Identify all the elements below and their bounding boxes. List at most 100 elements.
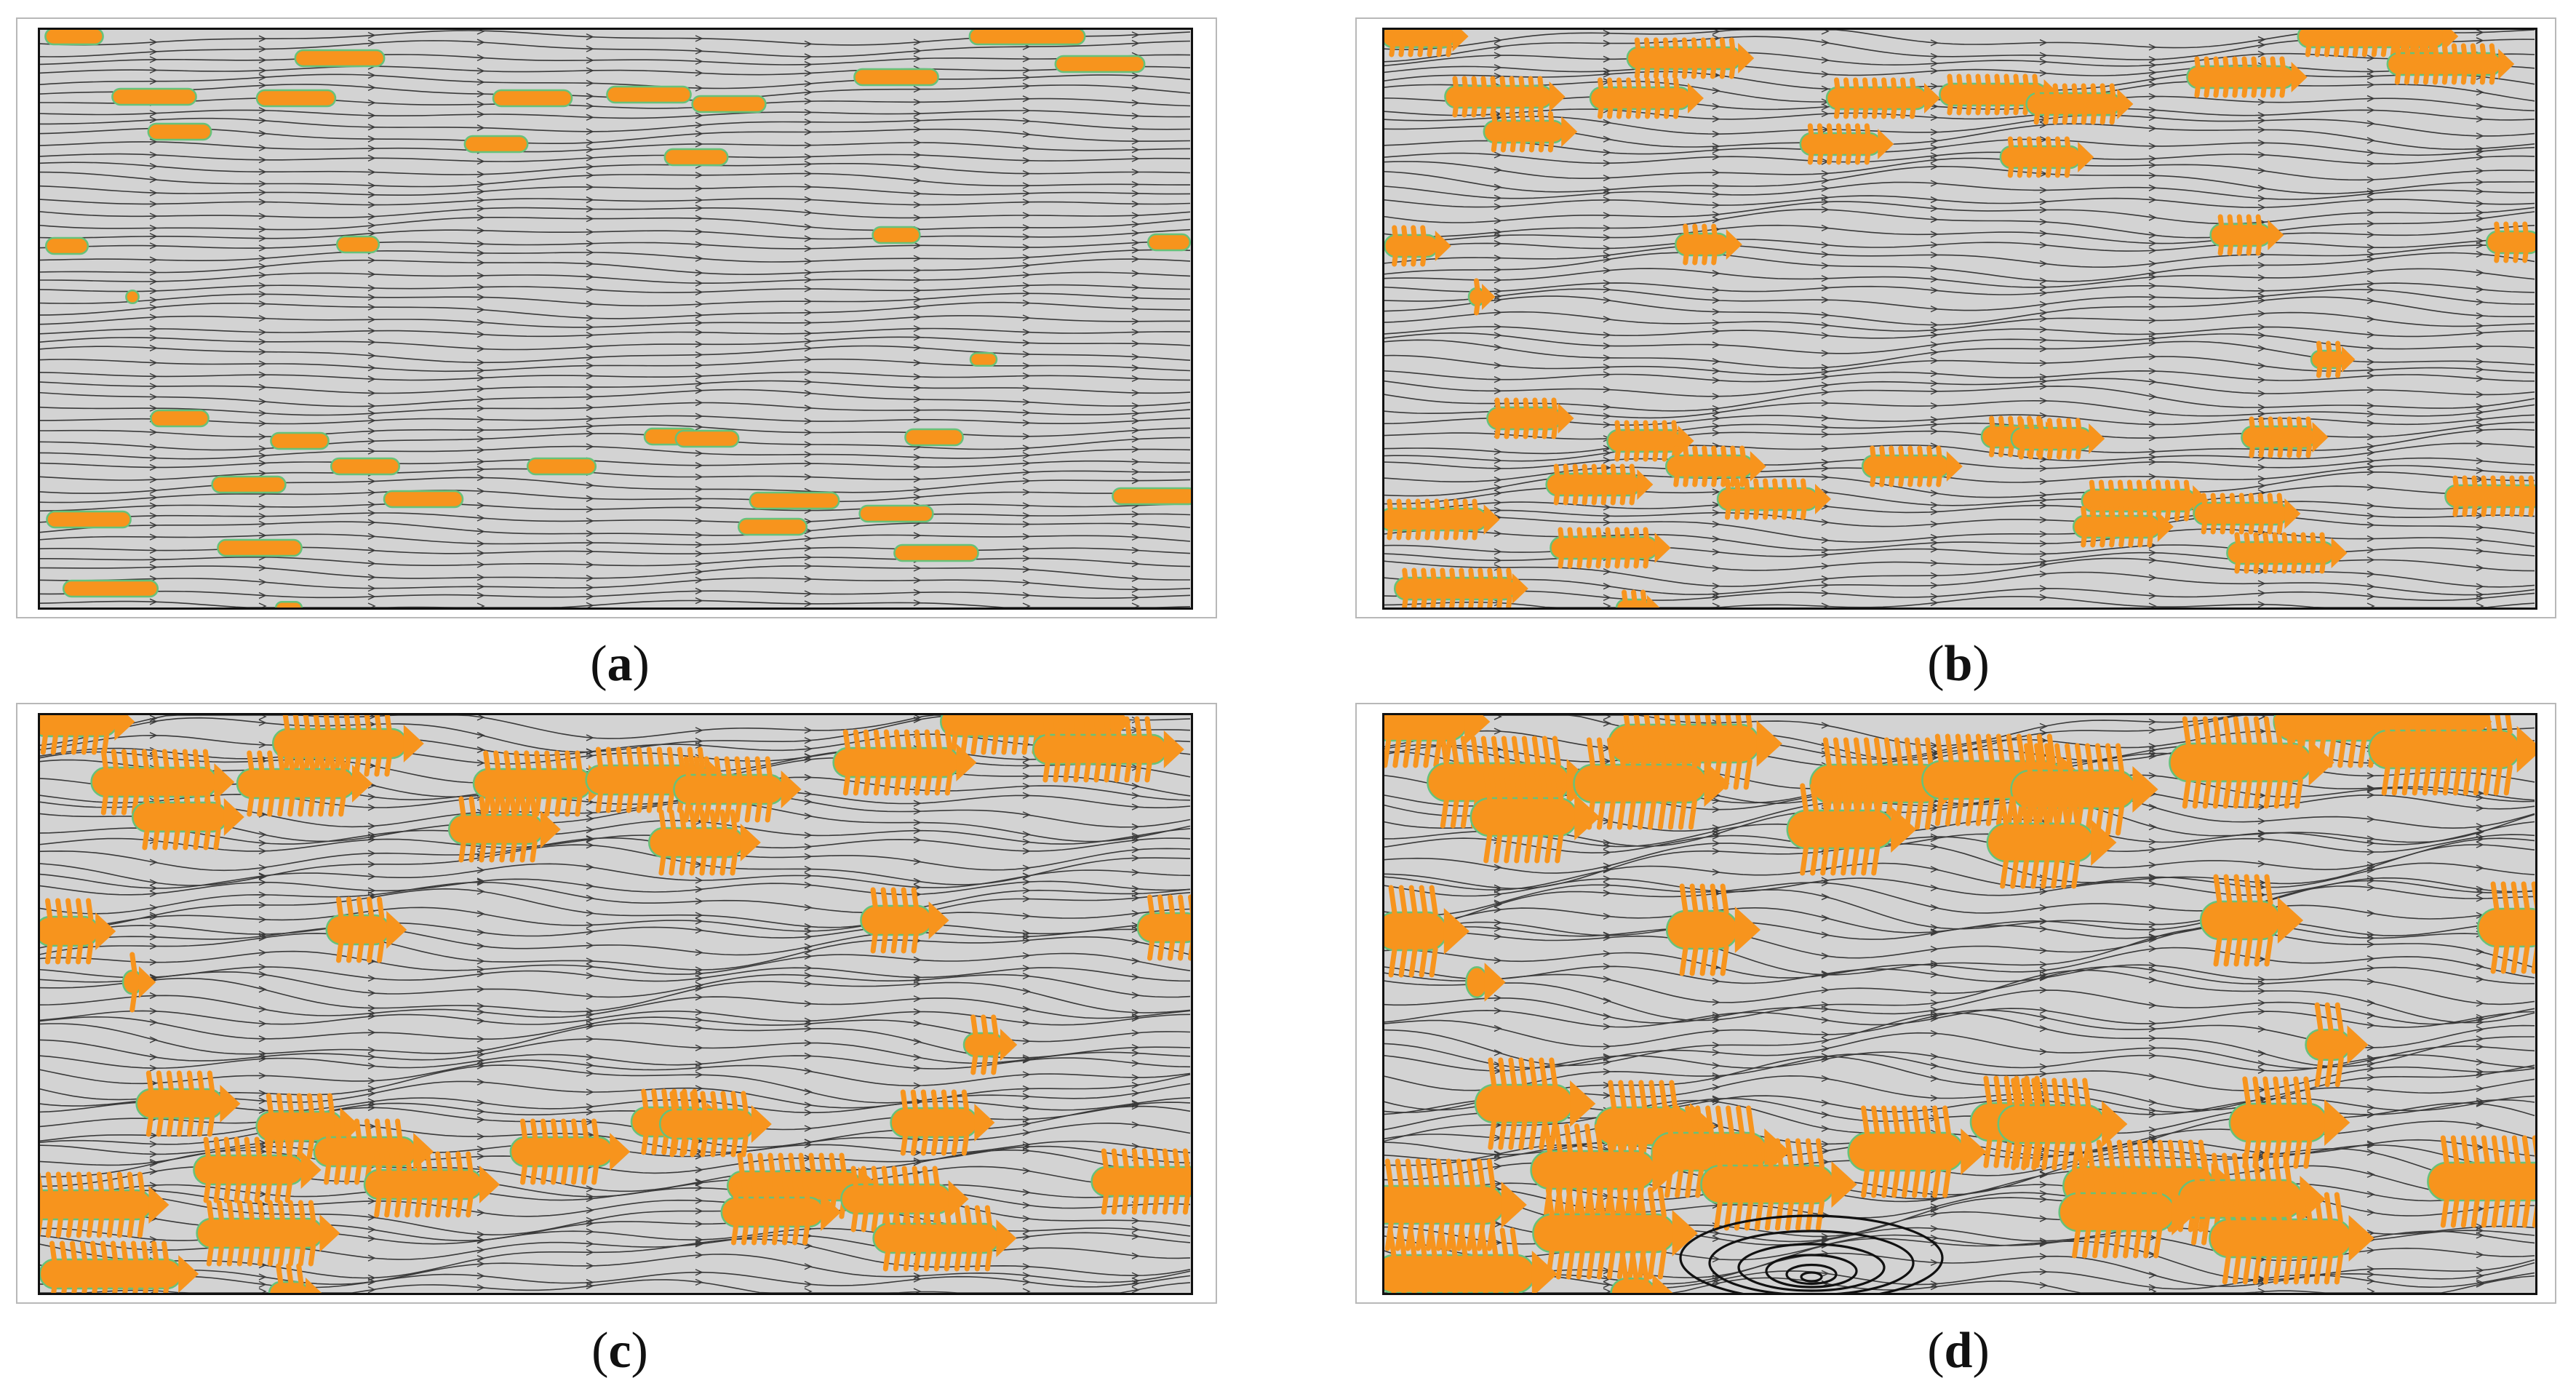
flow-arrow bbox=[1022, 1104, 1031, 1112]
flow-arrow bbox=[2148, 926, 2157, 933]
flow-arrow bbox=[586, 482, 594, 489]
dendrite-arm bbox=[1627, 798, 1636, 830]
flow-arrow bbox=[258, 226, 267, 233]
streamline bbox=[1382, 508, 2535, 527]
flow-arrow bbox=[1712, 590, 1720, 597]
flow-arrow bbox=[2476, 154, 2484, 161]
flow-arrow bbox=[1131, 803, 1140, 810]
dendrite-arm bbox=[1152, 1148, 1160, 1171]
flow-arrow bbox=[2476, 37, 2484, 44]
flow-arrow bbox=[476, 527, 485, 535]
flow-arrow bbox=[1131, 869, 1140, 876]
dendrite-arm bbox=[669, 809, 677, 832]
flow-arrow bbox=[1022, 445, 1031, 452]
dendrite-arm bbox=[530, 840, 538, 863]
flow-arrow bbox=[2039, 1048, 2048, 1056]
dendrite-arm bbox=[1600, 463, 1608, 478]
streamline bbox=[38, 345, 1191, 364]
dendrite-arm bbox=[2030, 857, 2040, 889]
dendrite-arm bbox=[2262, 1076, 2272, 1108]
dendrite-trunk bbox=[255, 89, 337, 108]
dendrite-tip bbox=[610, 1133, 631, 1171]
dendrite-arm bbox=[1519, 111, 1526, 125]
dendrite-arm bbox=[1606, 1187, 1616, 1219]
dendrite-arm bbox=[2222, 716, 2232, 748]
flow-arrow bbox=[695, 215, 703, 222]
dendrite-arm bbox=[1073, 716, 1081, 739]
streamline bbox=[38, 1064, 1191, 1104]
flow-arrow bbox=[1131, 1102, 1140, 1110]
flow-arrow bbox=[695, 300, 703, 308]
flow-arrow bbox=[149, 344, 158, 352]
flow-arrow bbox=[2148, 393, 2157, 400]
dendrite-crystal bbox=[294, 49, 386, 68]
dendrite-arm bbox=[216, 1200, 225, 1223]
dendrite-arm bbox=[1683, 223, 1689, 238]
flow-arrow bbox=[913, 407, 922, 414]
flow-arrow bbox=[804, 258, 813, 265]
dendrite-arm bbox=[2109, 83, 2116, 97]
dendrite-arm bbox=[1720, 445, 1727, 460]
dendrite-arm bbox=[1815, 1138, 1825, 1170]
dendrite-arm bbox=[2296, 444, 2302, 458]
dendrite-arm bbox=[2085, 743, 2094, 775]
flow-arrow bbox=[804, 562, 813, 570]
flow-arrow bbox=[149, 1168, 158, 1175]
streamline bbox=[1382, 927, 2535, 976]
dendrite-arm bbox=[1480, 736, 1490, 768]
dendrite-arm bbox=[2267, 520, 2274, 535]
flow-arrow bbox=[2148, 1099, 2157, 1107]
dendrite-arm bbox=[1628, 1080, 1638, 1112]
dendrite-arm bbox=[100, 749, 109, 772]
flow-arrow bbox=[1930, 520, 1939, 527]
flow-arrow bbox=[1131, 1121, 1140, 1128]
dendrite-arm bbox=[244, 1180, 252, 1203]
dendrite-arm bbox=[991, 732, 999, 755]
flow-arrow bbox=[2476, 583, 2484, 590]
flow-arrow bbox=[476, 732, 485, 739]
dendrite-arm bbox=[1584, 1123, 1594, 1155]
dendrite-arm bbox=[2000, 796, 2009, 828]
dendrite-arm bbox=[1607, 105, 1614, 119]
dendrite-trunk bbox=[1147, 233, 1192, 252]
flow-arrow bbox=[258, 329, 267, 336]
dendrite-arm bbox=[2253, 777, 2262, 809]
dendrite-arm bbox=[1861, 1166, 1870, 1198]
streamline bbox=[38, 995, 1191, 1019]
dendrite-arm bbox=[2167, 1139, 2177, 1171]
streamline bbox=[38, 1054, 1191, 1070]
flow-arrow bbox=[1603, 421, 1611, 429]
dendrite-arm bbox=[1861, 844, 1870, 876]
dendrite-arm bbox=[1725, 506, 1731, 520]
flow-arrow bbox=[476, 250, 485, 257]
dendrite-arm bbox=[544, 794, 552, 817]
flow-arrow bbox=[1494, 387, 1502, 394]
dendrite-arm bbox=[1910, 105, 1916, 119]
flow-arrow bbox=[1022, 1189, 1031, 1196]
flow-arrow bbox=[1930, 231, 1939, 238]
dendrite-tip bbox=[1756, 720, 1782, 767]
flow-arrow bbox=[586, 1219, 594, 1227]
flow-arrow bbox=[476, 1260, 485, 1267]
dendrite-arm bbox=[1947, 73, 1953, 88]
flow-arrow bbox=[367, 1013, 376, 1020]
dendrite-arm bbox=[2303, 1192, 2313, 1224]
flow-arrow bbox=[2476, 963, 2484, 971]
dendrite-arm bbox=[1468, 567, 1475, 582]
dendrite-arm bbox=[2251, 84, 2257, 98]
dendrite-arm bbox=[1956, 73, 1963, 88]
dendrite-arm bbox=[2432, 71, 2439, 85]
dendrite-arm bbox=[913, 1205, 922, 1228]
dendrite-crystal bbox=[270, 431, 330, 450]
dendrite-arm bbox=[881, 1166, 889, 1189]
dendrite-arm bbox=[2246, 242, 2253, 256]
flow-arrow bbox=[1712, 87, 1720, 95]
flow-arrow bbox=[1494, 52, 1502, 59]
dendrite-arm bbox=[1643, 37, 1651, 52]
flow-arrow bbox=[2148, 557, 2157, 564]
dendrite-arm bbox=[818, 1152, 826, 1176]
dendrite-tip bbox=[306, 1278, 323, 1295]
dendrite-arm bbox=[1499, 1227, 1509, 1259]
flow-arrow bbox=[2039, 1013, 2048, 1021]
flow-arrow bbox=[695, 877, 703, 884]
